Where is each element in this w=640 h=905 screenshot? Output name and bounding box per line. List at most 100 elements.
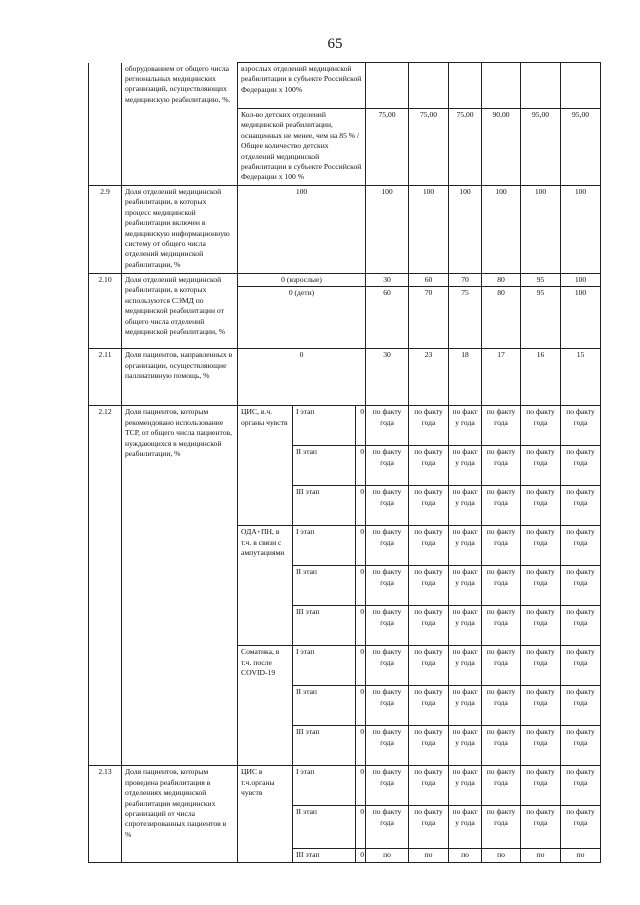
formula-text: Кол-во детских отделений медицинской реа… bbox=[236, 108, 367, 186]
base-value: 100 bbox=[236, 185, 367, 274]
year-value: 23 bbox=[408, 348, 450, 407]
stage-label: II этап bbox=[292, 565, 356, 607]
year-value: 16 bbox=[520, 348, 562, 407]
stage-label: I этап bbox=[292, 405, 356, 447]
table-row: 0 (дети) 60 70 75 80 95 100 bbox=[89, 286, 602, 350]
stage-label: III этап bbox=[292, 725, 356, 767]
year-value: по факту года bbox=[560, 405, 602, 447]
indicator-name: Доля отделений медицинской реабилитации,… bbox=[121, 272, 238, 350]
table-row: 2.13 Доля пациентов, которым проведена ре… bbox=[88, 765, 602, 863]
year-value: по факту года bbox=[365, 405, 410, 447]
year-value: по факту года bbox=[481, 685, 522, 727]
year-value: по факту года bbox=[481, 445, 522, 487]
year-value: по факту года bbox=[560, 685, 602, 727]
page-number: 65 bbox=[327, 36, 343, 52]
table-row: 2.11 Доля пациентов, направленных в орган… bbox=[88, 348, 602, 407]
year-value: 15 bbox=[560, 348, 602, 407]
stage-label: II этап bbox=[292, 445, 356, 487]
indicators-table: оборудованием от общего числа региональн… bbox=[88, 62, 602, 863]
base-value: 0 bbox=[354, 525, 367, 567]
row-number: 2.13 bbox=[88, 765, 122, 863]
year-value: по факту года bbox=[520, 565, 562, 607]
row-number: 2.12 bbox=[88, 405, 122, 767]
row-number bbox=[88, 62, 122, 186]
year-value: по факту года bbox=[481, 805, 522, 850]
year-value: по факту года bbox=[560, 725, 602, 767]
table-row: II этап 0 по факту года по факту года по фак… bbox=[89, 565, 602, 607]
year-value: по факту года bbox=[520, 445, 562, 487]
year-value: по факту года bbox=[481, 725, 522, 767]
year-value: по факту года bbox=[520, 485, 562, 527]
year-value: по факту года bbox=[408, 565, 450, 607]
year-value: по факту года bbox=[481, 645, 522, 687]
year-value: по факт у года bbox=[448, 565, 483, 607]
year-value: по bbox=[481, 848, 522, 863]
year-value: по факту года bbox=[408, 765, 450, 807]
row-number: 2.10 bbox=[88, 272, 122, 350]
year-value: по факту года bbox=[520, 805, 562, 850]
year-value: 30 bbox=[365, 272, 410, 288]
year-value: 100 bbox=[560, 272, 602, 288]
year-value: 100 bbox=[448, 185, 483, 274]
year-value: по факту года bbox=[520, 765, 562, 807]
base-value: 0 bbox=[354, 765, 367, 807]
year-value: по факт у года bbox=[448, 405, 483, 447]
year-value: по факту года bbox=[365, 525, 410, 567]
year-value: по факт у года bbox=[448, 485, 483, 527]
year-value: по факту года bbox=[560, 485, 602, 527]
year-value: 95,00 bbox=[560, 108, 602, 186]
year-value: по факт у года bbox=[448, 645, 483, 687]
year-value: 80 bbox=[481, 272, 522, 288]
table-row: III этап 0 по факту года по факту года по фа… bbox=[89, 485, 602, 527]
category-label: ЦИС в т.ч.органы чувств bbox=[237, 765, 293, 863]
indicator-name: Доля пациентов, которым рекомендовано ис… bbox=[121, 405, 238, 767]
stage-label: I этап bbox=[292, 525, 356, 567]
year-value: по факту года bbox=[520, 685, 562, 727]
table-row: 2.9 Доля отделений медицинской реабилитац… bbox=[88, 185, 602, 274]
year-value: 100 bbox=[365, 185, 410, 274]
year-value: по факту года bbox=[481, 765, 522, 807]
year-value: по факту года bbox=[560, 765, 602, 807]
year-value: 30 bbox=[365, 348, 410, 407]
base-value: 0 (дети) bbox=[236, 286, 367, 350]
year-value: 80 bbox=[481, 286, 522, 350]
year-value: по факт у года bbox=[448, 765, 483, 807]
year-value: по факту года bbox=[481, 485, 522, 527]
base-value: 0 bbox=[354, 725, 367, 767]
year-value: 95 bbox=[520, 286, 562, 350]
stage-label: III этап bbox=[292, 605, 356, 647]
year-value: по факт у года bbox=[448, 805, 483, 850]
year-value: по факту года bbox=[481, 565, 522, 607]
year-value: 100 bbox=[560, 286, 602, 350]
year-value: по факту года bbox=[520, 725, 562, 767]
year-value: по факту года bbox=[520, 605, 562, 647]
base-value: 0 bbox=[354, 848, 367, 863]
table-row: III этап 0 по факту года по факту года по фа… bbox=[89, 605, 602, 647]
year-value: 100 bbox=[481, 185, 522, 274]
year-value: по bbox=[560, 848, 602, 863]
year-value: по факту года bbox=[520, 405, 562, 447]
year-value: по факту года bbox=[408, 525, 450, 567]
table-row: 2.12 Доля пациентов, которым рекомендован… bbox=[88, 405, 602, 767]
year-value: 100 bbox=[408, 185, 450, 274]
base-value: 0 (взрослые) bbox=[236, 272, 367, 288]
indicator-name: Доля пациентов, которым проведена реабил… bbox=[121, 765, 238, 863]
year-value: по факту года bbox=[560, 445, 602, 487]
year-value: по факту года bbox=[408, 645, 450, 687]
year-value: по факт у года bbox=[448, 605, 483, 647]
stage-label: I этап bbox=[292, 645, 356, 687]
year-value bbox=[520, 62, 562, 109]
year-value: 90,00 bbox=[481, 108, 522, 186]
year-value: по факту года bbox=[408, 685, 450, 727]
category-label: Соматика, в т.ч. после COVID-19 bbox=[237, 645, 293, 767]
stage-label: II этап bbox=[292, 685, 356, 727]
year-value: по факту года bbox=[365, 445, 410, 487]
year-value: 75,00 bbox=[408, 108, 450, 186]
year-value: по факту года bbox=[408, 605, 450, 647]
category-label: ЦИС, в.ч. органы чувств bbox=[237, 405, 293, 527]
year-value: по факту года bbox=[408, 405, 450, 447]
year-value: 18 bbox=[448, 348, 483, 407]
table-row: Кол-во детских отделений медицинской реа… bbox=[89, 108, 602, 186]
year-value: по bbox=[408, 848, 450, 863]
year-value: по факт у года bbox=[448, 725, 483, 767]
